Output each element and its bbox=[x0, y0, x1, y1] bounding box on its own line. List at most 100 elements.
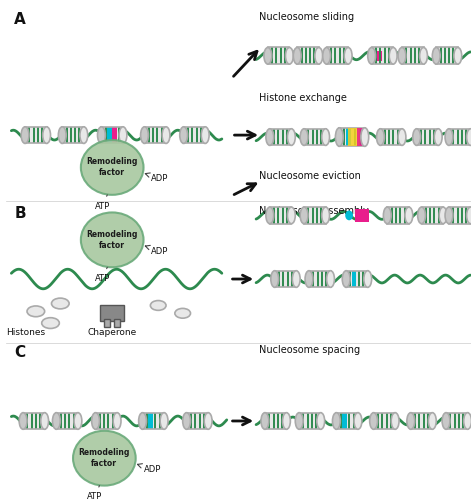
Ellipse shape bbox=[74, 413, 82, 429]
Bar bbox=[352, 270, 356, 287]
Ellipse shape bbox=[354, 413, 362, 429]
Bar bbox=[23, 413, 45, 429]
Ellipse shape bbox=[428, 413, 436, 429]
Ellipse shape bbox=[27, 306, 45, 317]
Bar bbox=[299, 413, 321, 429]
Ellipse shape bbox=[383, 207, 391, 224]
Bar bbox=[101, 127, 123, 143]
Bar bbox=[275, 270, 296, 287]
Ellipse shape bbox=[41, 413, 48, 429]
Bar bbox=[402, 47, 424, 64]
Ellipse shape bbox=[464, 413, 472, 429]
Ellipse shape bbox=[150, 300, 166, 310]
Bar bbox=[371, 51, 376, 61]
Bar bbox=[309, 270, 330, 287]
Bar bbox=[187, 413, 208, 429]
Ellipse shape bbox=[175, 308, 191, 318]
Ellipse shape bbox=[285, 47, 293, 64]
Bar bbox=[183, 127, 205, 143]
Text: Remodeling
factor: Remodeling factor bbox=[87, 230, 138, 250]
Bar bbox=[346, 270, 368, 287]
Ellipse shape bbox=[368, 47, 375, 64]
Ellipse shape bbox=[391, 413, 399, 429]
Ellipse shape bbox=[439, 207, 447, 224]
Bar bbox=[417, 129, 438, 145]
Bar bbox=[309, 270, 330, 287]
Ellipse shape bbox=[271, 270, 279, 287]
Ellipse shape bbox=[204, 413, 212, 429]
Bar bbox=[304, 207, 326, 224]
Bar bbox=[446, 413, 467, 429]
Bar bbox=[299, 413, 321, 429]
Ellipse shape bbox=[398, 47, 406, 64]
Ellipse shape bbox=[266, 207, 273, 224]
Bar bbox=[327, 47, 348, 64]
Bar bbox=[143, 413, 164, 429]
Ellipse shape bbox=[80, 127, 88, 143]
Bar bbox=[372, 47, 393, 64]
Bar bbox=[337, 413, 358, 429]
Bar bbox=[56, 413, 78, 429]
Ellipse shape bbox=[466, 129, 474, 145]
Ellipse shape bbox=[73, 431, 136, 486]
Ellipse shape bbox=[327, 270, 335, 287]
Ellipse shape bbox=[434, 129, 442, 145]
Bar bbox=[270, 207, 292, 224]
Text: C: C bbox=[14, 345, 26, 360]
Bar bbox=[342, 413, 346, 429]
Text: ADP: ADP bbox=[146, 246, 169, 255]
Bar bbox=[304, 207, 326, 224]
Bar bbox=[275, 270, 296, 287]
Ellipse shape bbox=[261, 413, 269, 429]
Ellipse shape bbox=[419, 47, 428, 64]
Text: ADP: ADP bbox=[146, 173, 169, 183]
Bar bbox=[62, 127, 84, 143]
Bar bbox=[101, 127, 123, 143]
Ellipse shape bbox=[345, 211, 353, 220]
Bar bbox=[183, 127, 205, 143]
Ellipse shape bbox=[322, 129, 329, 145]
Bar bbox=[145, 127, 166, 143]
Text: Histone exchange: Histone exchange bbox=[259, 93, 347, 103]
Ellipse shape bbox=[53, 413, 60, 429]
Ellipse shape bbox=[323, 47, 330, 64]
Bar bbox=[56, 413, 78, 429]
Bar bbox=[449, 207, 471, 224]
Ellipse shape bbox=[332, 413, 340, 429]
Bar bbox=[297, 47, 319, 64]
Bar bbox=[145, 127, 166, 143]
Bar bbox=[107, 127, 112, 143]
Ellipse shape bbox=[201, 127, 209, 143]
Ellipse shape bbox=[361, 128, 369, 146]
Bar bbox=[387, 207, 409, 224]
Ellipse shape bbox=[376, 129, 384, 145]
Bar bbox=[449, 207, 471, 224]
Ellipse shape bbox=[364, 270, 372, 287]
Ellipse shape bbox=[162, 127, 170, 143]
Bar bbox=[436, 47, 458, 64]
Bar bbox=[449, 129, 471, 145]
Bar bbox=[304, 129, 326, 145]
Ellipse shape bbox=[432, 47, 440, 64]
Bar bbox=[337, 413, 358, 429]
Bar bbox=[411, 413, 432, 429]
Bar bbox=[270, 129, 292, 145]
Bar bbox=[387, 207, 409, 224]
Ellipse shape bbox=[317, 413, 325, 429]
Ellipse shape bbox=[58, 127, 66, 143]
Bar bbox=[402, 47, 424, 64]
Ellipse shape bbox=[182, 413, 191, 429]
Ellipse shape bbox=[322, 207, 329, 224]
Ellipse shape bbox=[264, 47, 272, 64]
Bar bbox=[446, 413, 467, 429]
Ellipse shape bbox=[81, 213, 144, 267]
Ellipse shape bbox=[445, 129, 453, 145]
Bar bbox=[96, 413, 117, 429]
Ellipse shape bbox=[315, 47, 323, 64]
Ellipse shape bbox=[98, 127, 105, 143]
Ellipse shape bbox=[344, 47, 352, 64]
Text: Remodeling
factor: Remodeling factor bbox=[79, 448, 130, 468]
Ellipse shape bbox=[370, 413, 377, 429]
Text: ATP: ATP bbox=[95, 195, 110, 211]
Ellipse shape bbox=[413, 129, 420, 145]
